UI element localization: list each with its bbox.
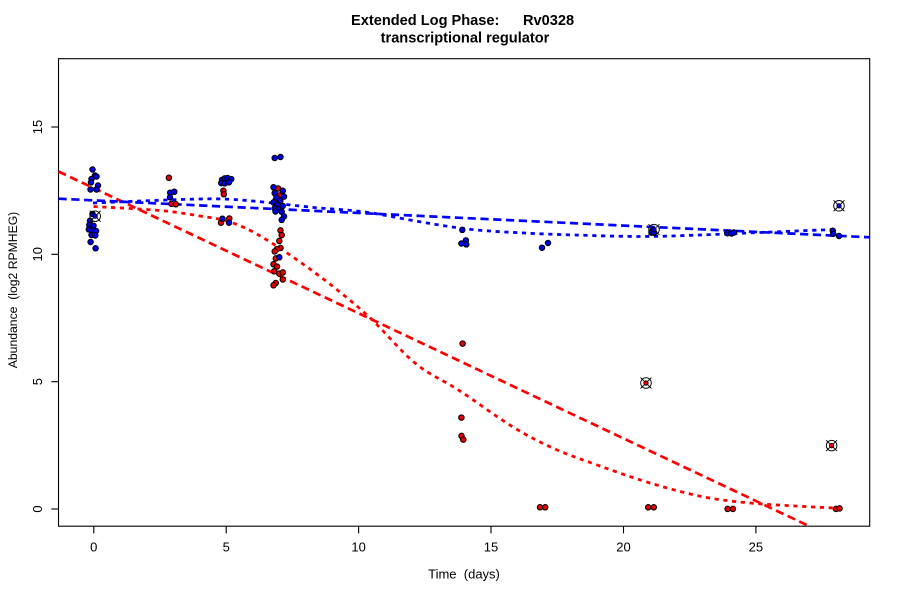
svg-text:0: 0 [90,540,97,555]
svg-text:Time (days): Time (days) [428,567,500,582]
svg-text:transcriptional regulator: transcriptional regulator [381,31,550,47]
svg-text:Abundance (log2 RPMHEG): Abundance (log2 RPMHEG) [6,212,20,368]
svg-text:5: 5 [223,540,230,555]
svg-text:10: 10 [30,247,45,261]
svg-text:15: 15 [484,540,498,555]
svg-text:20: 20 [616,540,630,555]
svg-text:15: 15 [30,120,45,134]
svg-text:5: 5 [30,378,45,385]
svg-text:10: 10 [351,540,365,555]
svg-text:0: 0 [30,505,45,512]
svg-text:25: 25 [749,540,763,555]
svg-text:Extended Log Phase:Rv0328: Extended Log Phase: Rv0328 [351,13,574,29]
